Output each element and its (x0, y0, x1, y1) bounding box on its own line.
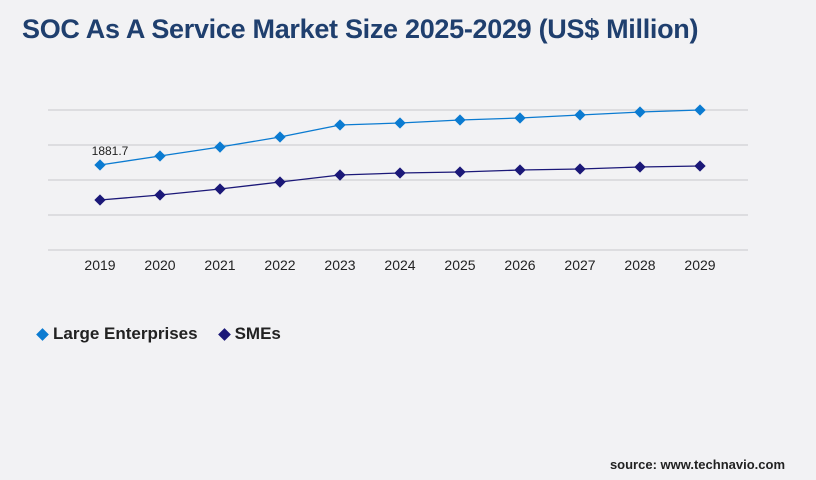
data-point (634, 161, 646, 173)
data-point (214, 183, 226, 195)
data-point (274, 131, 286, 143)
data-point (274, 176, 286, 188)
data-point (514, 164, 526, 176)
data-point (574, 163, 586, 175)
x-tick-label: 2028 (624, 257, 655, 273)
x-tick-label: 2025 (444, 257, 475, 273)
data-point (154, 189, 166, 201)
data-point (394, 117, 406, 129)
legend-label: SMEs (234, 324, 281, 343)
data-point (334, 169, 346, 181)
x-tick-label: 2019 (84, 257, 115, 273)
data-point (694, 104, 706, 116)
data-point (214, 141, 226, 153)
source-note: source: www.technavio.com (609, 457, 785, 472)
x-tick-label: 2027 (564, 257, 595, 273)
data-point (694, 160, 706, 172)
data-point (154, 150, 166, 162)
data-point (334, 119, 346, 131)
data-label: 1881.7 (92, 144, 129, 158)
data-point (574, 109, 586, 121)
legend-item-large-enterprises: Large Enterprises (36, 324, 198, 344)
x-tick-label: 2021 (204, 257, 235, 273)
data-point (454, 114, 466, 126)
x-tick-label: 2023 (324, 257, 355, 273)
data-point (454, 166, 466, 178)
x-tick-label: 2020 (144, 257, 175, 273)
x-tick-label: 2029 (684, 257, 715, 273)
data-point (394, 167, 406, 179)
data-point (94, 159, 106, 171)
legend-item-smes: SMEs (217, 324, 281, 344)
data-point (634, 106, 646, 118)
data-point (94, 194, 106, 206)
diamond-marker-icon (36, 327, 49, 341)
legend: Large Enterprises SMEs (36, 324, 281, 344)
diamond-marker-icon (217, 327, 231, 341)
x-tick-label: 2024 (384, 257, 415, 273)
legend-label: Large Enterprises (53, 324, 198, 343)
chart-title: SOC As A Service Market Size 2025-2029 (… (22, 14, 699, 44)
x-tick-label: 2022 (264, 257, 295, 273)
x-tick-label: 2026 (504, 257, 535, 273)
data-point (514, 112, 526, 124)
